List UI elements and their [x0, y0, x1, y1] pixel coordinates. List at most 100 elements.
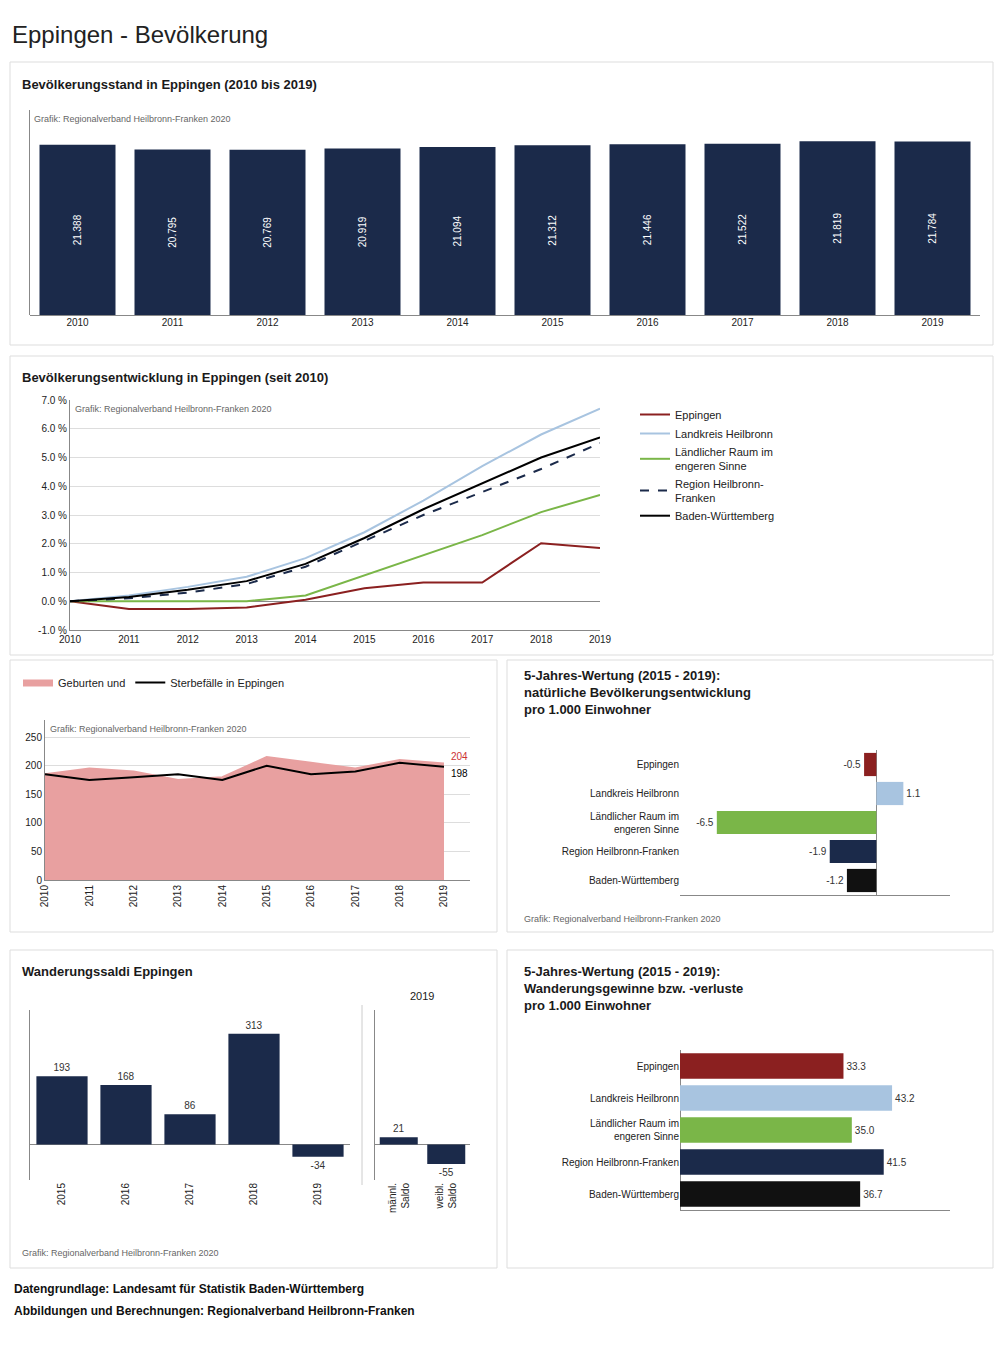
svg-text:35.0: 35.0	[855, 1125, 875, 1136]
svg-text:21.522: 21.522	[737, 214, 748, 245]
svg-text:20.795: 20.795	[167, 217, 178, 248]
svg-text:168: 168	[117, 1071, 134, 1082]
svg-text:1.1: 1.1	[906, 788, 920, 799]
svg-text:41.5: 41.5	[887, 1157, 907, 1168]
svg-text:Bevölkerungsentwicklung in Epp: Bevölkerungsentwicklung in Eppingen (sei…	[22, 370, 328, 385]
svg-text:2018: 2018	[530, 634, 553, 645]
svg-text:2017: 2017	[350, 885, 361, 908]
svg-text:21.784: 21.784	[927, 213, 938, 244]
svg-text:2013: 2013	[236, 634, 259, 645]
svg-text:2010: 2010	[39, 885, 50, 908]
svg-text:204: 204	[451, 751, 468, 762]
svg-text:Wanderungssaldi Eppingen: Wanderungssaldi Eppingen	[22, 964, 193, 979]
svg-text:Region Heilbronn-Franken: Region Heilbronn-Franken	[562, 846, 679, 857]
svg-text:2014: 2014	[446, 317, 469, 328]
svg-text:43.2: 43.2	[895, 1093, 915, 1104]
svg-text:21.094: 21.094	[452, 216, 463, 247]
svg-text:313: 313	[245, 1020, 262, 1031]
svg-text:150: 150	[25, 789, 42, 800]
svg-text:Landkreis Heilbronn: Landkreis Heilbronn	[590, 788, 679, 799]
svg-text:198: 198	[451, 768, 468, 779]
svg-text:Grafik: Regionalverband Heilbr: Grafik: Regionalverband Heilbronn-Franke…	[524, 914, 721, 924]
svg-text:Geburten und: Geburten und	[58, 677, 125, 689]
svg-text:2016: 2016	[305, 885, 316, 908]
svg-text:Abbildungen und Berechnungen:: Abbildungen und Berechnungen: Regionalve…	[14, 1304, 415, 1318]
svg-text:-6.5: -6.5	[696, 817, 714, 828]
svg-text:200: 200	[25, 760, 42, 771]
svg-text:2019: 2019	[921, 317, 944, 328]
svg-text:21.312: 21.312	[547, 215, 558, 246]
svg-text:2018: 2018	[248, 1183, 259, 1206]
svg-text:21: 21	[393, 1123, 405, 1134]
svg-text:2015: 2015	[56, 1183, 67, 1206]
svg-text:36.7: 36.7	[863, 1189, 883, 1200]
svg-text:Eppingen: Eppingen	[637, 759, 679, 770]
svg-text:5-Jahres-Wertung (2015 - 2019): 5-Jahres-Wertung (2015 - 2019):Wanderung…	[524, 964, 743, 1013]
svg-text:Region Heilbronn-Franken: Region Heilbronn-Franken	[562, 1157, 679, 1168]
svg-text:2011: 2011	[162, 317, 184, 328]
svg-text:Region Heilbronn-Franken: Region Heilbronn-Franken	[675, 478, 764, 504]
svg-text:100: 100	[25, 817, 42, 828]
svg-text:2014: 2014	[217, 885, 228, 908]
svg-text:Landkreis Heilbronn: Landkreis Heilbronn	[675, 428, 773, 440]
svg-text:-0.5: -0.5	[843, 759, 861, 770]
svg-text:Grafik: Regionalverband Heilbr: Grafik: Regionalverband Heilbronn-Franke…	[50, 724, 247, 734]
svg-text:2010: 2010	[66, 317, 89, 328]
svg-text:Grafik: Regionalverband Heilbr: Grafik: Regionalverband Heilbronn-Franke…	[75, 404, 272, 414]
svg-text:2013: 2013	[351, 317, 374, 328]
svg-text:Datengrundlage: Landesamt für: Datengrundlage: Landesamt für Statistik …	[14, 1282, 364, 1296]
svg-text:5-Jahres-Wertung (2015 - 2019): 5-Jahres-Wertung (2015 - 2019):natürlich…	[524, 668, 751, 717]
svg-text:2015: 2015	[353, 634, 376, 645]
svg-text:-1.0 %: -1.0 %	[38, 625, 67, 636]
svg-text:Grafik: Regionalverband Heilbr: Grafik: Regionalverband Heilbronn-Franke…	[34, 114, 231, 124]
svg-text:Baden-Württemberg: Baden-Württemberg	[675, 510, 774, 522]
svg-text:2010: 2010	[59, 634, 82, 645]
svg-text:2019: 2019	[312, 1183, 323, 1206]
svg-text:2019: 2019	[410, 990, 434, 1002]
svg-text:Eppingen - Bevölkerung: Eppingen - Bevölkerung	[12, 21, 268, 48]
svg-text:Ländlicher Raum imengeren Sinn: Ländlicher Raum imengeren Sinne	[675, 446, 773, 472]
svg-text:2019: 2019	[589, 634, 612, 645]
svg-text:50: 50	[31, 846, 43, 857]
svg-text:193: 193	[53, 1062, 70, 1073]
svg-text:2013: 2013	[172, 885, 183, 908]
svg-text:0.0 %: 0.0 %	[41, 596, 67, 607]
svg-text:3.0 %: 3.0 %	[41, 510, 67, 521]
svg-text:2015: 2015	[261, 885, 272, 908]
svg-text:2.0 %: 2.0 %	[41, 538, 67, 549]
svg-text:2012: 2012	[256, 317, 279, 328]
svg-text:2016: 2016	[636, 317, 659, 328]
svg-text:20.769: 20.769	[262, 217, 273, 248]
svg-text:21.388: 21.388	[72, 214, 83, 245]
svg-text:Sterbefälle in Eppingen: Sterbefälle in Eppingen	[170, 677, 284, 689]
svg-text:2015: 2015	[541, 317, 564, 328]
svg-text:Eppingen: Eppingen	[675, 409, 722, 421]
svg-text:2018: 2018	[394, 885, 405, 908]
svg-text:1.0 %: 1.0 %	[41, 567, 67, 578]
svg-text:Bevölkerungsstand in Eppingen: Bevölkerungsstand in Eppingen (2010 bis …	[22, 77, 317, 92]
svg-text:2017: 2017	[471, 634, 494, 645]
svg-text:2011: 2011	[118, 634, 140, 645]
svg-text:4.0 %: 4.0 %	[41, 481, 67, 492]
svg-text:2014: 2014	[294, 634, 317, 645]
svg-text:-1.9: -1.9	[809, 846, 827, 857]
svg-text:7.0 %: 7.0 %	[41, 395, 67, 406]
svg-text:2011: 2011	[84, 885, 95, 907]
svg-text:Ländlicher Raum imengeren Sinn: Ländlicher Raum imengeren Sinne	[590, 811, 679, 835]
svg-text:Ländlicher Raum imengeren Sinn: Ländlicher Raum imengeren Sinne	[590, 1118, 679, 1142]
svg-text:männl.Saldo: männl.Saldo	[387, 1183, 411, 1213]
svg-text:2012: 2012	[177, 634, 200, 645]
svg-text:-1.2: -1.2	[826, 875, 844, 886]
svg-text:21.819: 21.819	[832, 213, 843, 244]
svg-text:Landkreis Heilbronn: Landkreis Heilbronn	[590, 1093, 679, 1104]
svg-text:Eppingen: Eppingen	[637, 1061, 679, 1072]
svg-text:2017: 2017	[184, 1183, 195, 1206]
svg-text:6.0 %: 6.0 %	[41, 423, 67, 434]
svg-text:2012: 2012	[128, 885, 139, 908]
svg-text:2016: 2016	[120, 1183, 131, 1206]
svg-text:Baden-Württemberg: Baden-Württemberg	[589, 875, 679, 886]
svg-text:5.0 %: 5.0 %	[41, 452, 67, 463]
svg-text:2019: 2019	[438, 885, 449, 908]
svg-text:2018: 2018	[826, 317, 849, 328]
svg-text:21.446: 21.446	[642, 214, 653, 245]
